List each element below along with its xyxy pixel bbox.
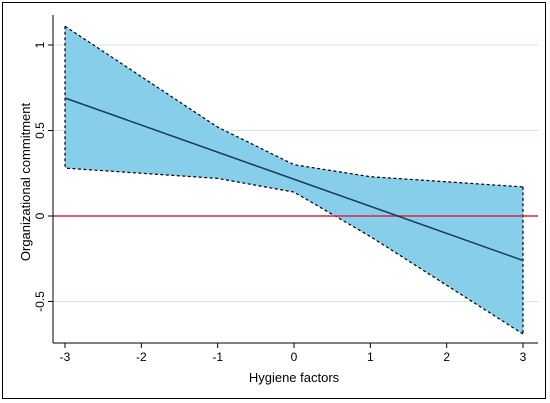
y-tick-label: -0.5 xyxy=(33,291,47,312)
confidence-band xyxy=(65,26,523,334)
confidence-band-group xyxy=(64,25,524,335)
x-tick-label: 3 xyxy=(520,350,527,364)
x-tick-label: -3 xyxy=(60,350,71,364)
x-axis-label: Hygiene factors xyxy=(249,370,340,385)
axes: -3 -2 -1 0 1 2 3 1 0.5 0 -0.5 xyxy=(33,15,538,364)
estimate-line-group xyxy=(64,97,524,262)
lower-bound-line xyxy=(64,167,524,335)
x-tick-label: -1 xyxy=(212,350,223,364)
x-tick-label: 0 xyxy=(291,350,298,364)
y-tick-label: 0.5 xyxy=(33,122,47,139)
x-tick-label: -2 xyxy=(136,350,147,364)
estimate-line xyxy=(64,97,524,262)
y-axis-label: Organizational commitment xyxy=(18,103,33,262)
x-tick-label: 1 xyxy=(367,350,374,364)
upper-bound-line xyxy=(64,25,524,188)
x-tick-label: 2 xyxy=(443,350,450,364)
y-tick-label: 0 xyxy=(33,212,47,219)
y-tick-label: 1 xyxy=(33,41,47,48)
